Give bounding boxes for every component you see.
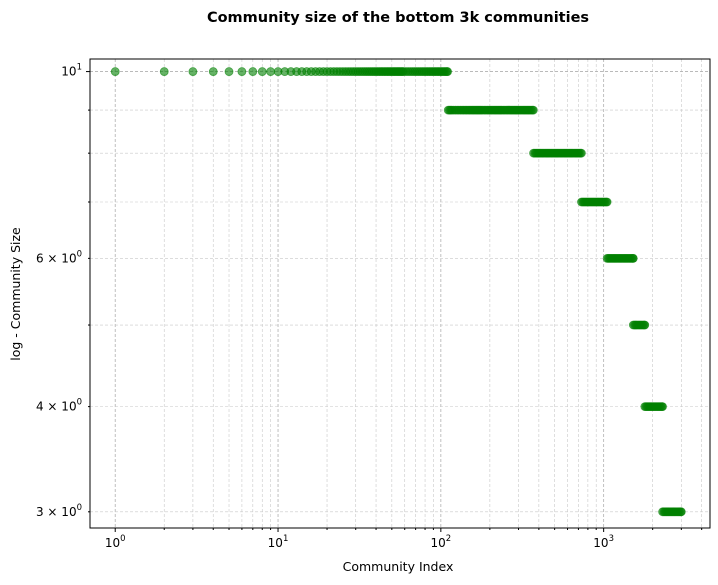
data-point: [266, 67, 275, 76]
grid: [90, 59, 710, 528]
chart-title: Community size of the bottom 3k communit…: [207, 10, 589, 26]
data-point: [628, 253, 638, 263]
data-point: [257, 67, 267, 76]
data-point: [676, 507, 686, 517]
data-point: [110, 67, 120, 76]
y-axis-label: log - Community Size: [8, 227, 23, 361]
data-point: [602, 197, 612, 207]
data-point: [658, 402, 667, 412]
data-points: [110, 67, 686, 517]
x-axis-label: Community Index: [343, 559, 454, 574]
data-point: [640, 320, 650, 330]
data-point: [443, 67, 452, 76]
data-point: [528, 105, 538, 115]
x-tick-label: 101: [268, 534, 289, 550]
data-point: [159, 67, 169, 76]
data-point: [577, 148, 586, 158]
y-tick-label: 6 × 100: [36, 249, 82, 265]
data-point: [248, 67, 258, 76]
y-tick-label: 3 × 100: [36, 503, 82, 519]
data-point: [188, 67, 198, 76]
y-tick-label: 4 × 100: [36, 398, 82, 414]
x-tick-label: 100: [105, 534, 126, 550]
plot-frame: [89, 58, 711, 529]
x-tick-label: 103: [593, 534, 614, 550]
axis-ticks: 100 101 102 103 101 6 × 100 4 × 100 3 × 100: [36, 63, 703, 550]
data-point: [224, 67, 234, 76]
data-point: [237, 67, 247, 76]
y-tick-label: 101: [61, 63, 82, 79]
x-tick-label: 102: [430, 534, 451, 550]
data-point: [208, 67, 218, 76]
